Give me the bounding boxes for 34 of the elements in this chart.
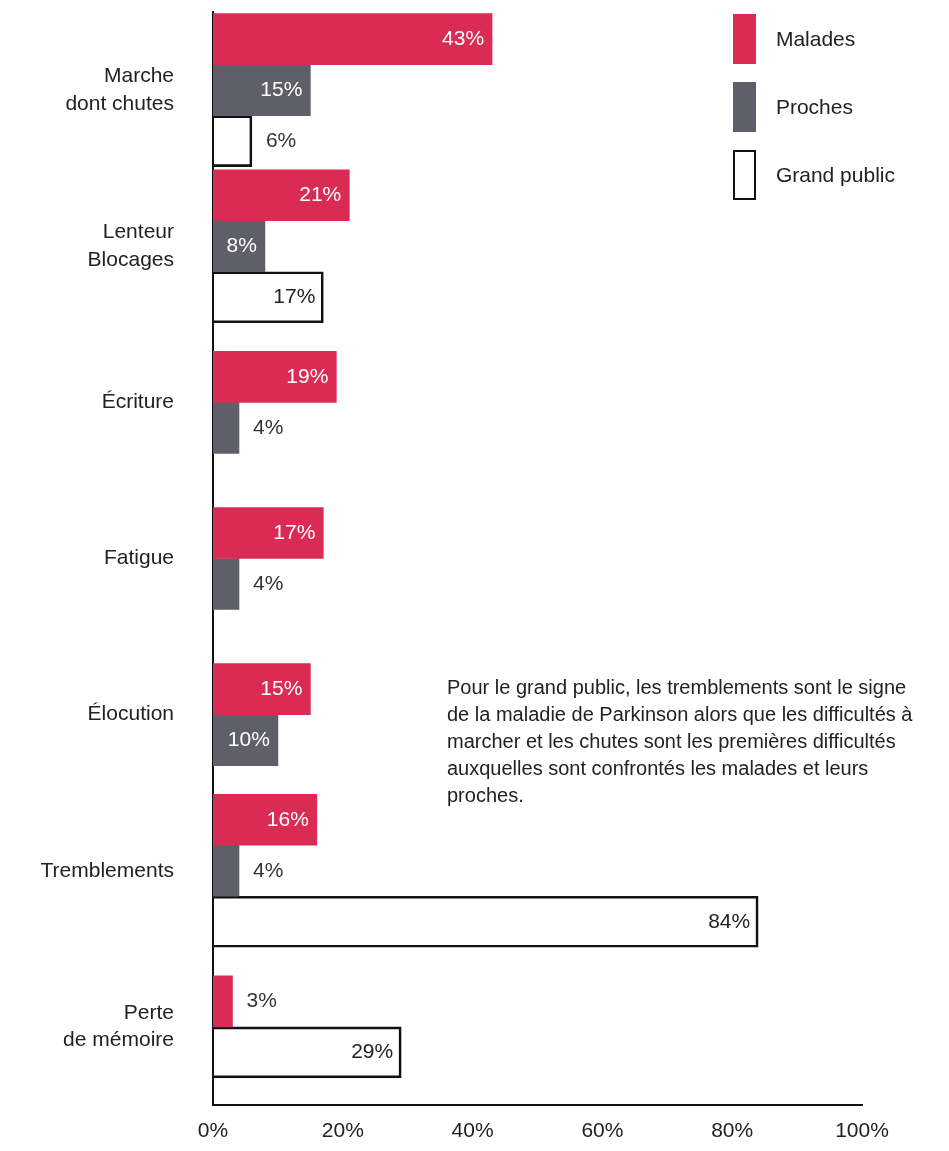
y-tick-label: Marche dont chutes xyxy=(65,63,174,114)
data-label: 15% xyxy=(260,76,303,100)
legend-label: Grand public xyxy=(775,163,895,187)
x-tick-label: 80% xyxy=(711,1118,754,1142)
data-label: 4% xyxy=(252,414,284,438)
annotation: Pour le grand public, les tremblements sont le signe de la maladie de Parkinson alors que les difficultés à marcher et les chutes sont les premières difficultés auxquelles sont confrontés les malades et leurs proches. xyxy=(447,675,914,808)
data-label: 84% xyxy=(708,908,751,932)
y-tick-label: Élocution xyxy=(87,701,174,725)
data-label: 21% xyxy=(299,182,342,206)
data-label: 8% xyxy=(226,233,257,257)
y-tick-label: Tremblements xyxy=(40,857,174,881)
data-label: 4% xyxy=(252,570,284,594)
legend-label: Malades xyxy=(775,27,856,51)
data-label: 17% xyxy=(273,284,316,308)
x-tick-label: 60% xyxy=(581,1118,624,1142)
data-label: 15% xyxy=(260,675,303,699)
x-tick-label: 0% xyxy=(197,1118,229,1142)
x-tick-label: 40% xyxy=(451,1118,494,1142)
data-label: 17% xyxy=(273,519,316,543)
data-label: 3% xyxy=(246,988,277,1012)
data-label: 16% xyxy=(266,806,309,830)
x-tick-label: 100% xyxy=(835,1118,889,1142)
data-label: 29% xyxy=(351,1039,394,1063)
x-tick-label: 20% xyxy=(321,1118,364,1142)
data-label: 19% xyxy=(286,363,329,387)
y-tick-label: Écriture xyxy=(101,389,174,413)
y-tick-label: Lenteur Blocages xyxy=(87,219,174,270)
legend-label: Proches xyxy=(775,95,853,119)
data-label: 43% xyxy=(442,25,485,49)
data-label: 4% xyxy=(252,857,284,881)
y-tick-label: Perte de mémoire xyxy=(63,1000,174,1051)
data-label: 10% xyxy=(227,726,270,750)
y-tick-label: Fatigue xyxy=(103,545,174,569)
data-label: 6% xyxy=(265,127,297,151)
